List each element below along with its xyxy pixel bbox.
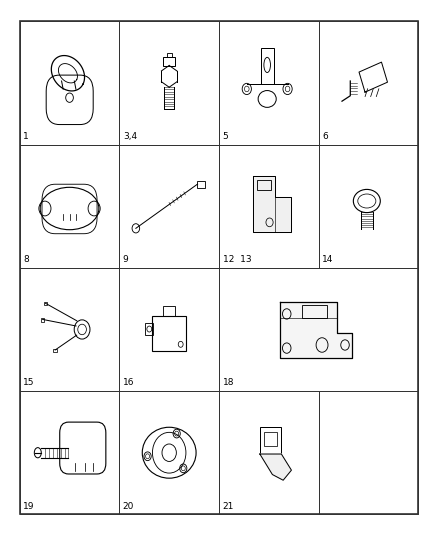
Bar [119, 391, 219, 514]
Bar [264, 432, 277, 446]
Bar [152, 316, 186, 351]
Text: 9: 9 [123, 255, 129, 264]
Bar [20, 144, 119, 268]
Bar [219, 21, 318, 144]
Text: 21: 21 [223, 502, 234, 511]
Bar [145, 323, 153, 335]
Text: 1: 1 [23, 132, 29, 141]
Bar [258, 181, 271, 190]
Text: 20: 20 [123, 502, 134, 511]
Bar [318, 21, 418, 144]
Bar [119, 144, 219, 268]
Bar [44, 302, 47, 305]
Bar [119, 268, 219, 391]
Text: 12  13: 12 13 [223, 255, 251, 264]
Bar [163, 306, 176, 316]
Bar [163, 56, 175, 66]
Bar [41, 318, 44, 321]
Polygon shape [253, 176, 291, 232]
Bar [20, 391, 119, 514]
Bar [318, 144, 418, 268]
Text: 14: 14 [322, 255, 333, 264]
Text: 5: 5 [223, 132, 228, 141]
Bar [219, 268, 418, 391]
Bar [260, 427, 281, 454]
Text: 19: 19 [23, 502, 35, 511]
Text: 8: 8 [23, 255, 29, 264]
Text: 6: 6 [322, 132, 328, 141]
Bar [302, 305, 327, 318]
Bar [219, 144, 318, 268]
Polygon shape [279, 302, 352, 359]
Bar [166, 53, 172, 56]
Text: 18: 18 [223, 378, 234, 387]
Bar [53, 349, 57, 352]
Bar [20, 268, 119, 391]
Bar [219, 391, 318, 514]
Text: 15: 15 [23, 378, 35, 387]
Bar [119, 21, 219, 144]
Bar [261, 48, 274, 84]
Bar [318, 391, 418, 514]
Text: 3,4: 3,4 [123, 132, 137, 141]
Polygon shape [260, 454, 291, 480]
Bar [197, 181, 205, 188]
Bar [20, 21, 119, 144]
Text: 16: 16 [123, 378, 134, 387]
